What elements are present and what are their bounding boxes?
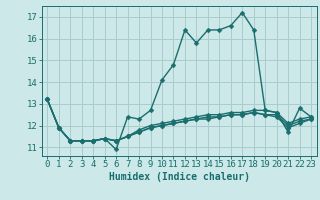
- X-axis label: Humidex (Indice chaleur): Humidex (Indice chaleur): [109, 172, 250, 182]
